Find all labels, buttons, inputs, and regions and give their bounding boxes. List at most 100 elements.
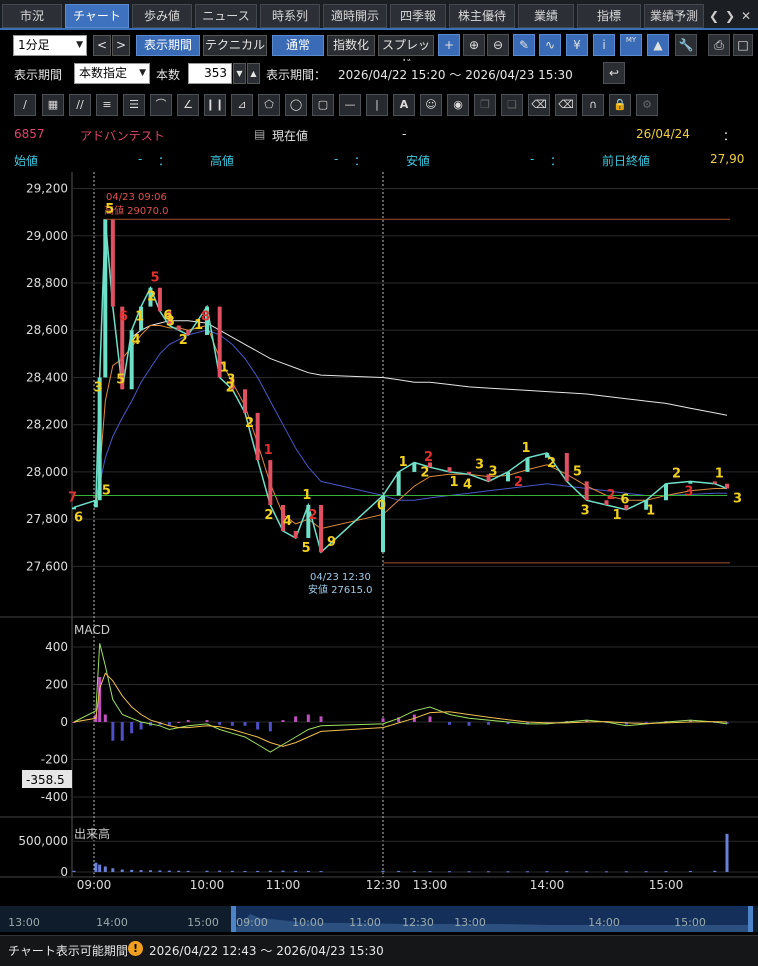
price-tick-label: 29,200 (26, 182, 68, 196)
fibonacci-arc-icon[interactable]: ⌒ (150, 94, 172, 116)
tab-results[interactable]: 業績 (518, 4, 574, 28)
mode-spread-button[interactable]: スプレッド (378, 35, 434, 71)
price-tick-label: 28,400 (26, 370, 68, 384)
tab-bar: 市況 チャート 歩み値 ニュース 時系列 適時開示 四季報 株主優待 業績 指標… (0, 0, 758, 30)
ruler-icon[interactable]: ▦ (42, 94, 64, 116)
yen-icon[interactable]: ¥ (566, 34, 588, 56)
zoom-in-icon[interactable]: ⊕ (463, 34, 485, 56)
tab-market[interactable]: 市況 (2, 4, 62, 28)
overview-chart[interactable]: 13:00 14:00 15:00 09:00 10:00 11:00 12:30 13:00… (0, 906, 758, 932)
tab-chart[interactable]: チャート (65, 4, 129, 28)
overview-scrollbar[interactable]: 13:00 14:00 15:00 09:00 10:00 11:00 12:30 13:00… (0, 906, 758, 932)
price-candle (120, 306, 125, 390)
macd-histogram-bar (218, 722, 222, 725)
circle-icon[interactable]: ◯ (285, 94, 307, 116)
tab-forecast[interactable]: 業績予測 (644, 4, 704, 28)
tab-disclosure[interactable]: 適時開示 (323, 4, 387, 28)
reset-icon[interactable]: ↩ (603, 62, 625, 84)
stamp-icon[interactable]: ◉ (447, 94, 469, 116)
copy-icon[interactable]: ❐ (474, 94, 496, 116)
volume-bar (467, 871, 471, 873)
macd-tick-label: -200 (41, 753, 68, 767)
fibonacci-retracement-icon[interactable]: ☰ (123, 94, 145, 116)
info-icon[interactable]: i (593, 34, 615, 56)
signal-label: 1 (613, 508, 622, 523)
print-icon[interactable]: ⎙ (708, 34, 730, 56)
text-icon[interactable]: A (393, 94, 415, 116)
interval-select[interactable]: 1分足 ▼ (13, 35, 87, 56)
volume-bar (565, 871, 569, 873)
fibonacci-fan-icon[interactable]: ∠ (177, 94, 199, 116)
mode-index-button[interactable]: 指数化 (327, 35, 375, 56)
emoji-icon[interactable]: ☺ (420, 94, 442, 116)
gann-fan-icon[interactable]: ⊿ (231, 94, 253, 116)
vertical-line-icon[interactable]: | (366, 94, 388, 116)
macd-histogram-bar (139, 722, 143, 730)
macd-histogram-bar (487, 722, 490, 725)
signal-label: 4 (283, 514, 292, 529)
horizontal-line-icon[interactable]: — (339, 94, 361, 116)
price-candle (319, 504, 323, 553)
mode-normal-button[interactable]: 通常 (272, 35, 324, 56)
count-up-icon[interactable]: ▲ (247, 63, 260, 84)
rectangle-icon[interactable]: ▢ (312, 94, 334, 116)
window-icon[interactable]: □ (733, 34, 753, 56)
overview-tick-label: 15:00 (674, 916, 706, 929)
tab-ticks[interactable]: 歩み値 (132, 4, 192, 28)
settings-icon[interactable]: ⚙ (636, 94, 658, 116)
period-mode-select[interactable]: 本数指定 ▼ (74, 63, 150, 84)
volume-bar (545, 871, 549, 873)
price-candle (139, 306, 144, 331)
high-value: - (334, 152, 339, 166)
tab-indicators[interactable]: 指標 (577, 4, 641, 28)
paste-icon[interactable]: ❏ (501, 94, 523, 116)
pentagon-icon[interactable]: ⬠ (258, 94, 280, 116)
technical-button[interactable]: テクニカル (203, 35, 267, 56)
next-button[interactable]: > (112, 35, 130, 56)
tab-yutai[interactable]: 株主優待 (449, 4, 515, 28)
signal-label: 5 (105, 202, 114, 217)
overview-tick-label: 12:30 (402, 916, 434, 929)
overview-handle-right[interactable] (748, 906, 753, 932)
signal-label: 2 (308, 508, 317, 523)
signal-label: 2 (226, 380, 235, 395)
wrench-icon[interactable]: 🔧 (675, 34, 697, 56)
open-time: ： (158, 154, 171, 168)
close-icon[interactable]: ✕ (740, 9, 752, 23)
chart-compare-icon[interactable]: ∿ (539, 34, 561, 56)
price-candle (268, 460, 273, 505)
prev-button[interactable]: < (93, 35, 111, 56)
signal-label: 6 (620, 493, 629, 508)
tab-shikiho[interactable]: 四季報 (390, 4, 446, 28)
overview-handle-left[interactable] (231, 906, 236, 932)
lock-icon[interactable]: 🔒 (609, 94, 631, 116)
eraser-all-icon[interactable]: ⌫ (555, 94, 577, 116)
count-dropdown-icon[interactable]: ▼ (233, 63, 246, 84)
chevron-left-icon[interactable]: ❮ (708, 9, 720, 23)
add-icon[interactable]: + (438, 34, 460, 56)
chart-area[interactable]: MACD 出来高 04/23 09:06 高値 29070.0 04/23 12… (0, 172, 758, 897)
signal-label: 2 (424, 450, 433, 465)
zoom-out-icon[interactable]: ⊖ (487, 34, 509, 56)
period-button[interactable]: 表示期間 (136, 35, 200, 56)
macd-histogram-bar (243, 722, 247, 726)
line-icon[interactable]: ∕ (14, 94, 36, 116)
chevron-right-icon[interactable]: ❯ (724, 9, 736, 23)
price-candle (255, 412, 260, 461)
time-tick-label: 12:30 (366, 878, 401, 892)
magnet-icon[interactable]: ∩ (582, 94, 604, 116)
price-chart[interactable]: MACD 出来高 04/23 09:06 高値 29070.0 04/23 12… (0, 172, 758, 897)
my-chart-icon[interactable]: MY (620, 34, 642, 56)
horizontal-lines-icon[interactable]: ≡ (96, 94, 118, 116)
pencil-icon[interactable]: ✎ (513, 34, 535, 56)
tab-timeseries[interactable]: 時系列 (260, 4, 320, 28)
parallel-lines-icon[interactable]: ∕∕ (69, 94, 91, 116)
tab-news[interactable]: ニュース (195, 4, 257, 28)
signal-label: 4 (463, 477, 472, 492)
macd-tick-label: 200 (45, 678, 68, 692)
eraser-icon[interactable]: ⌫ (528, 94, 550, 116)
area-chart-icon[interactable]: ▲ (647, 34, 669, 56)
vertical-lines-icon[interactable]: ❙❙ (204, 94, 226, 116)
price-candle (545, 453, 549, 458)
count-input[interactable]: 353 (188, 63, 232, 84)
